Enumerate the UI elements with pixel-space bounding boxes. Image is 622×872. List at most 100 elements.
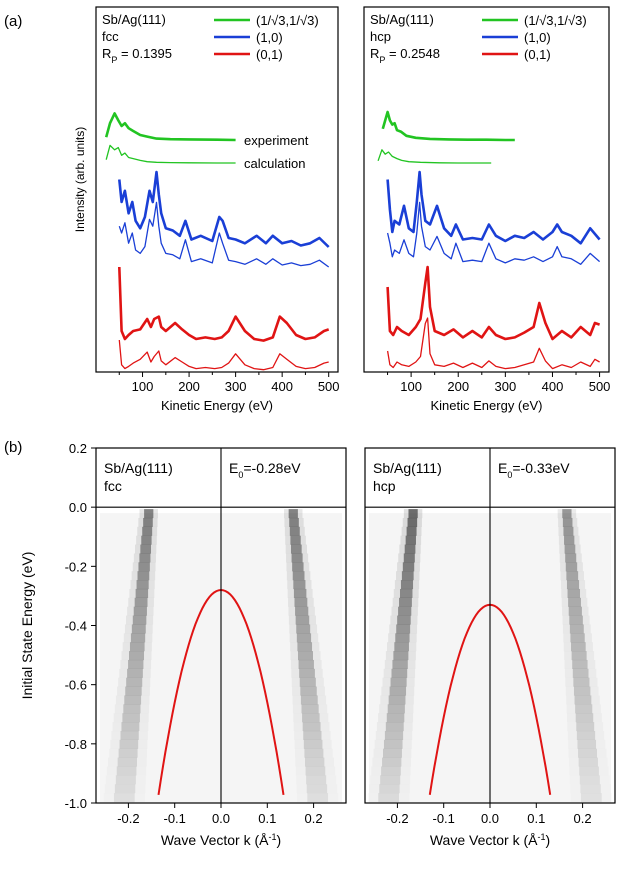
- band-cell: [563, 526, 574, 536]
- band-halo: [290, 642, 320, 652]
- band-halo: [122, 642, 152, 652]
- band-cell: [389, 686, 407, 696]
- x-tick-label: 500: [318, 379, 340, 394]
- band-halo: [131, 571, 156, 581]
- band-cell: [293, 588, 307, 598]
- band-halo: [560, 580, 586, 590]
- band-halo: [293, 713, 328, 722]
- band-halo: [376, 722, 413, 732]
- band-cell: [573, 677, 590, 687]
- band-halo: [132, 562, 156, 572]
- band-cell: [569, 624, 584, 634]
- e0-symbol: E: [498, 460, 507, 476]
- band-cell: [304, 757, 325, 767]
- band-halo: [568, 731, 604, 740]
- x-tick-label: 100: [400, 379, 422, 394]
- band-halo: [115, 695, 150, 705]
- band-cell: [291, 553, 303, 563]
- band-halo: [290, 659, 322, 669]
- band-halo: [393, 588, 419, 598]
- band-cell: [303, 730, 322, 740]
- band-cell: [136, 580, 149, 590]
- band-halo: [403, 509, 423, 519]
- band-halo: [559, 544, 581, 554]
- band-cell: [388, 695, 406, 705]
- band-cell: [129, 651, 145, 661]
- band-cell: [565, 562, 578, 572]
- y-tick-label: -0.4: [65, 619, 87, 634]
- series-line-experiment: [104, 112, 236, 142]
- band-cell: [400, 580, 414, 590]
- band-cell: [580, 784, 601, 794]
- x-tick-label: 400: [542, 379, 564, 394]
- band-cell: [138, 562, 150, 572]
- band-cell: [406, 526, 417, 536]
- band-halo: [563, 633, 592, 643]
- band-cell: [290, 535, 301, 545]
- band-cell: [396, 624, 411, 634]
- annotation-calculation: calculation: [244, 156, 305, 171]
- band-halo: [119, 668, 151, 678]
- band-cell: [391, 668, 408, 678]
- band-halo: [109, 749, 147, 758]
- band-cell: [128, 659, 144, 669]
- band-cell: [403, 553, 415, 563]
- band-halo: [399, 544, 421, 554]
- x-tick-label: 0.1: [258, 811, 276, 826]
- band-halo: [567, 704, 601, 713]
- band-cell: [294, 597, 308, 607]
- band-cell: [303, 739, 323, 749]
- band-halo: [374, 749, 412, 758]
- band-halo: [137, 526, 158, 536]
- band-cell: [295, 606, 309, 616]
- x-axis-label: Wave Vector k (Å-1): [161, 832, 281, 848]
- band-halo: [565, 678, 597, 687]
- band-cell: [578, 748, 598, 758]
- band-halo: [392, 597, 419, 607]
- band-cell: [401, 571, 414, 581]
- band-halo: [288, 597, 314, 607]
- legend-label: (1/√3,1/√3): [256, 13, 319, 28]
- band-cell: [293, 580, 306, 590]
- band-cell: [404, 544, 416, 554]
- band-halo: [401, 526, 422, 536]
- y-tick-label: -0.2: [65, 559, 87, 574]
- band-cell: [397, 615, 411, 625]
- y-tick-label: -0.6: [65, 678, 87, 693]
- band-halo: [111, 731, 147, 740]
- band-cell: [133, 606, 147, 616]
- band-cell: [134, 597, 148, 607]
- x-axis-label-main: Wave Vector k (Å: [430, 832, 538, 848]
- band-halo: [375, 740, 412, 749]
- band-halo: [136, 535, 157, 545]
- arpes-plot-b-fcc: -0.2 -0.1 0.0 0.1 0.2 Wave Vector k (Å-1) 0.2 0…: [19, 441, 347, 848]
- band-halo: [387, 642, 417, 652]
- r-factor: RP = 0.1395: [102, 46, 172, 65]
- band-halo: [289, 624, 318, 634]
- band-halo: [295, 758, 334, 767]
- rp-subscript: P: [111, 55, 117, 65]
- band-halo: [379, 704, 414, 714]
- band-cell: [576, 730, 596, 740]
- band-halo: [564, 659, 596, 669]
- series-line-experiment: [118, 266, 330, 342]
- band-halo: [138, 517, 158, 527]
- x-axis-label: Wave Vector k (Å-1): [430, 832, 550, 848]
- band-halo: [294, 722, 330, 731]
- band-halo: [287, 580, 312, 590]
- x-tick-label: -0.2: [386, 811, 408, 826]
- band-halo: [285, 544, 308, 554]
- x-tick-label: 200: [447, 379, 469, 394]
- band-halo: [130, 580, 155, 590]
- series-line-calculation: [386, 201, 601, 265]
- x-tick-label: 0.2: [305, 811, 323, 826]
- x-axis-label-end: ): [545, 832, 550, 848]
- band-halo: [291, 677, 324, 687]
- band-halo: [292, 695, 327, 705]
- band-cell: [292, 571, 305, 581]
- band-cell: [123, 704, 141, 714]
- band-halo: [560, 571, 585, 581]
- band-halo: [292, 686, 325, 696]
- band-halo: [110, 740, 147, 749]
- band-cell: [566, 571, 579, 581]
